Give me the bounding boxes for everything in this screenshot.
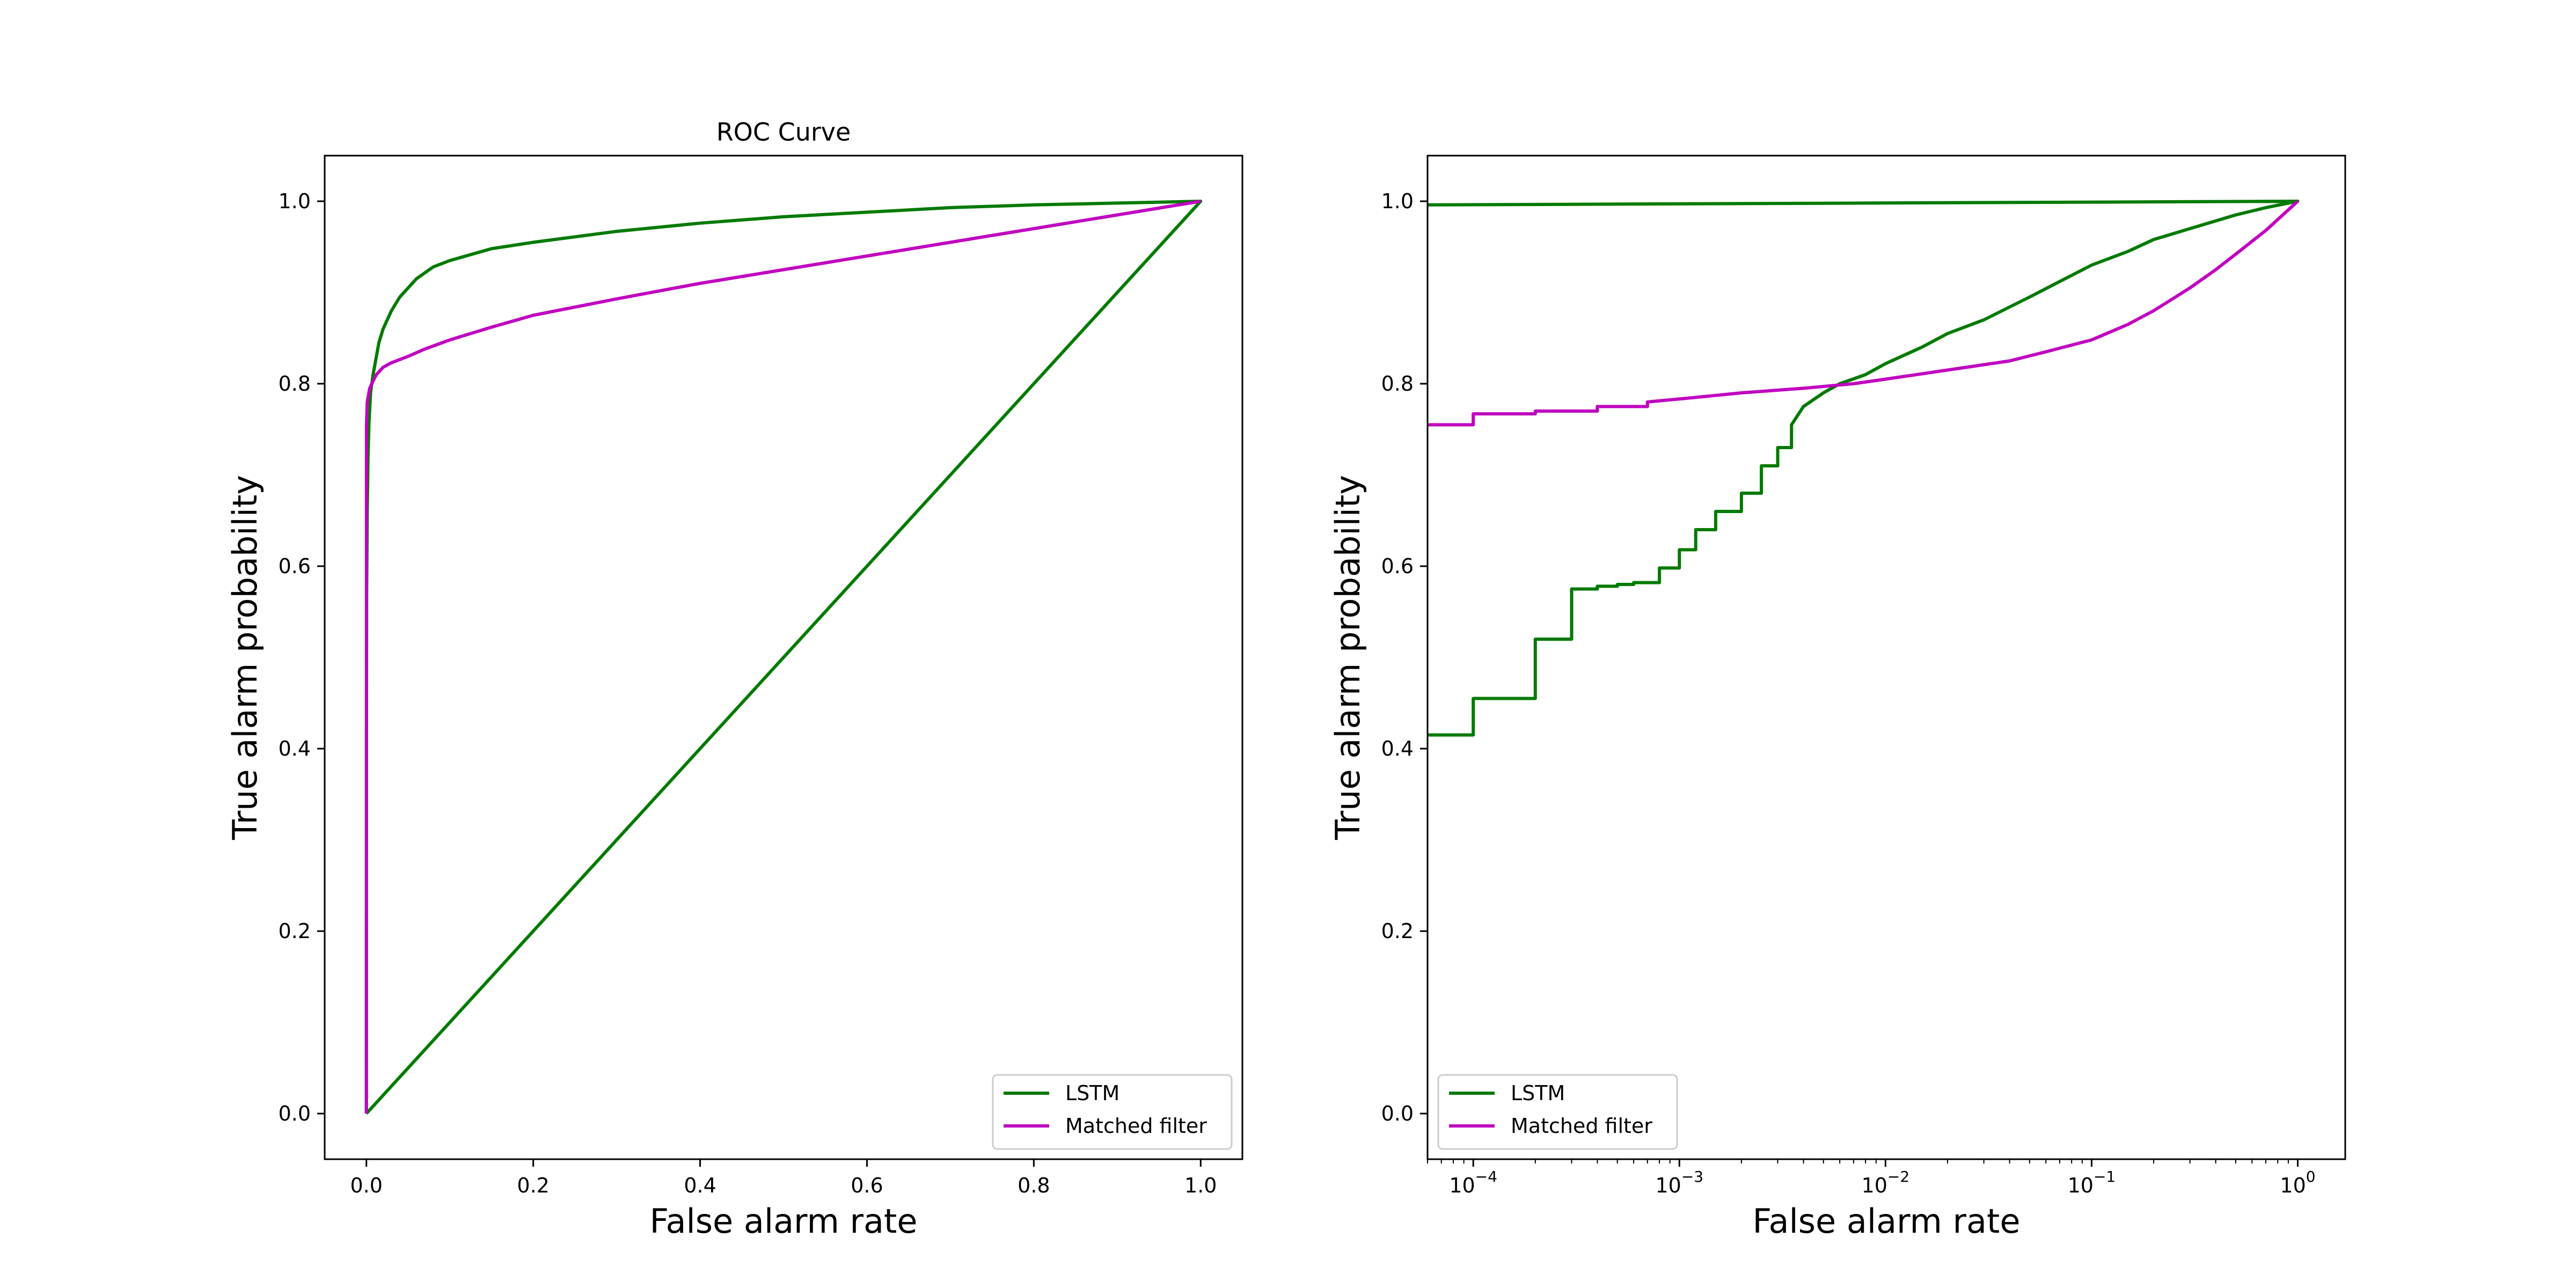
legend-label-matched-filter: Matched filter: [1511, 1114, 1652, 1138]
x-tick-label: 10−1: [2068, 1168, 2116, 1197]
y-tick-label: 0.0: [279, 1102, 311, 1125]
series-line-lstm: [1428, 200, 2300, 737]
legend-label-matched-filter: Matched filter: [1065, 1114, 1207, 1138]
y-tick-label: 1.0: [1381, 189, 1414, 213]
chart-title: ROC Curve: [716, 118, 851, 147]
series-line-lstm: [364, 200, 1203, 1115]
y-tick-label: 0.6: [1381, 554, 1414, 578]
legend-box: [1437, 1074, 1678, 1150]
y-axis-label: True alarm probability: [1328, 475, 1367, 840]
x-tick-label: 10−4: [1449, 1168, 1497, 1197]
x-ticks-left: 0.0 0.2 0.4 0.6 0.8 1.0: [350, 1159, 1217, 1197]
legend-right: LSTM Matched filter: [1437, 1074, 1678, 1150]
y-tick-label: 0.2: [1381, 919, 1414, 943]
y-ticks-right: 0.0 0.2 0.4 0.6 0.8 1.0: [1381, 189, 1428, 1125]
x-tick-label: 1.0: [1184, 1174, 1217, 1197]
x-tick-label: 0.2: [517, 1174, 549, 1197]
x-axis-label: False alarm rate: [1753, 1202, 2021, 1241]
y-tick-label: 0.6: [279, 554, 311, 578]
roc-linear-panel: ROC Curve 0.0 0.2 0.4 0.6 0.8 1.0 0.00.20.40.…: [225, 118, 1243, 1241]
y-tick-label: 0.4: [1381, 737, 1414, 760]
roc-log-panel: 10−4 10−3 10−2 10−1 100 0.0 0.2 0.4 0.6 0.8 1.0 F…: [1328, 155, 2346, 1241]
legend-left: LSTM Matched filter: [992, 1074, 1233, 1150]
x-tick-label: 100: [2280, 1168, 2315, 1197]
y-tick-label: 0.4: [279, 737, 311, 760]
legend-label-lstm: LSTM: [1065, 1081, 1119, 1105]
x-tick-label: 0.4: [684, 1174, 716, 1197]
y-tick-label: 0.0: [1381, 1102, 1414, 1125]
plot-lines-right: [1428, 200, 2300, 737]
axes-frame-left: [324, 155, 1243, 1160]
x-tick-label: 0.8: [1018, 1174, 1050, 1197]
legend-box: [992, 1074, 1233, 1150]
x-ticks-right: 10−4 10−3 10−2 10−1 100: [1427, 1159, 2316, 1197]
x-tick-label: 10−2: [1862, 1168, 1910, 1197]
x-axis-label: False alarm rate: [650, 1202, 918, 1241]
x-tick-label: 0.0: [350, 1174, 383, 1197]
y-tick-label: 0.2: [279, 919, 311, 943]
y-tick-label: 0.8: [1381, 372, 1414, 396]
series-line-matched-filter: [1428, 200, 2299, 427]
y-axis-label: True alarm probability: [225, 475, 265, 840]
x-tick-label: 0.6: [851, 1174, 883, 1197]
legend-label-lstm: LSTM: [1511, 1081, 1565, 1105]
plot-lines-left: [364, 200, 1203, 1115]
y-tick-label: 1.0: [279, 189, 311, 213]
axes-frame-right: [1426, 155, 2346, 1160]
x-tick-label: 10−3: [1655, 1168, 1703, 1197]
y-tick-label: 0.8: [279, 372, 311, 396]
y-ticks-left: 0.0 0.2 0.4 0.6 0.8 1.0: [279, 189, 325, 1125]
series-line-matched-filter: [364, 200, 1201, 1114]
